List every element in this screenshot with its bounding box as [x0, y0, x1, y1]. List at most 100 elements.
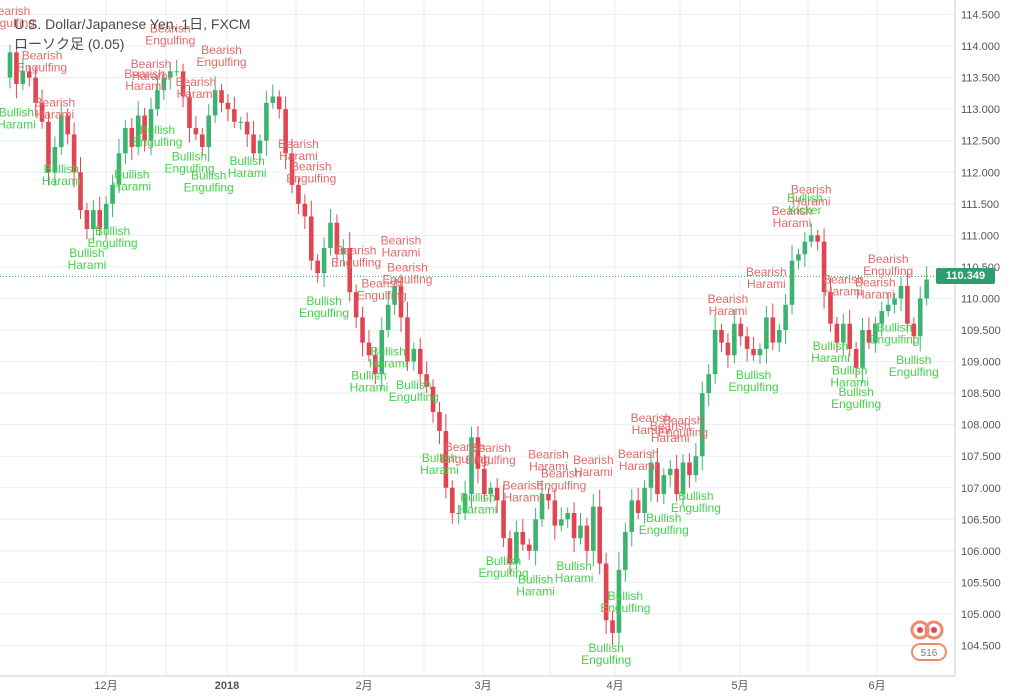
- candle-body: [296, 184, 301, 204]
- candle: [78, 157, 83, 219]
- candle-body: [206, 115, 212, 148]
- pattern-label-line: Bearish: [201, 43, 242, 57]
- pattern-label-line: Bearish: [381, 233, 422, 247]
- pattern-label-line: Bullish: [140, 123, 175, 137]
- candle-body: [424, 374, 429, 387]
- pattern-label: Bearish Harami: [278, 137, 319, 163]
- pattern-label-line: Harami: [792, 194, 831, 208]
- candle-body: [328, 222, 333, 248]
- x-tick-label: 12月: [94, 680, 117, 692]
- pattern-label-line: Bearish: [772, 204, 813, 218]
- candle: [366, 330, 372, 362]
- pattern-label: Bearish Harami: [650, 419, 691, 445]
- candle-body: [276, 96, 282, 110]
- candle: [603, 552, 609, 635]
- candle-body: [648, 462, 654, 488]
- y-tick-label: 114.500: [961, 10, 1000, 22]
- candle: [469, 426, 474, 508]
- pattern-label-line: Bearish: [35, 95, 76, 109]
- candle-body: [469, 437, 474, 495]
- pattern-label-line: Bearish: [855, 276, 896, 290]
- pattern-label: Bullish Harami: [459, 490, 498, 516]
- x-tick-label: 3月: [474, 680, 491, 692]
- candle: [449, 480, 455, 524]
- candle-body: [14, 52, 19, 84]
- candle-body: [437, 412, 442, 431]
- candle-body: [770, 317, 776, 343]
- candle: [26, 65, 32, 87]
- candle: [411, 342, 417, 372]
- candle: [14, 41, 19, 99]
- candle: [289, 138, 295, 194]
- pattern-label-line: Harami: [632, 423, 671, 437]
- pattern-label: Bullish Engulfing: [581, 641, 631, 667]
- candle: [860, 318, 865, 384]
- candle-body: [757, 348, 763, 356]
- candle-body: [706, 374, 711, 394]
- pattern-label-line: Bullish: [556, 559, 591, 573]
- candle: [847, 309, 853, 357]
- candle: [866, 317, 872, 349]
- y-tick-label: 113.500: [961, 73, 1000, 85]
- pattern-label-line: Harami: [228, 166, 267, 180]
- pattern-label-line: Harami: [36, 107, 75, 121]
- pattern-label-line: Engulfing: [184, 181, 234, 195]
- pattern-label-line: Bearish: [631, 411, 672, 425]
- candle: [308, 200, 314, 271]
- candle: [885, 292, 891, 317]
- pattern-label-line: Harami: [68, 258, 107, 272]
- candle: [828, 277, 833, 332]
- pattern-label: Bearish Harami: [618, 447, 659, 473]
- pattern-label: Bearish Harami: [124, 67, 165, 93]
- candle-body: [116, 153, 122, 185]
- pattern-label-line: Bearish: [470, 441, 511, 455]
- candle: [898, 276, 904, 312]
- pattern-label-line: Bearish: [176, 75, 217, 89]
- pattern-labels-layer: BearishEngulfingBullishHaramiBearishEngu…: [0, 4, 939, 667]
- candle: [238, 116, 244, 130]
- pattern-label-line: Bearish: [361, 276, 402, 290]
- pattern-label-line: Bearish: [0, 4, 30, 18]
- chart-subtitle: ローソク足 (0.05): [14, 36, 125, 52]
- candle-body: [494, 487, 500, 501]
- pattern-label-line: Harami: [651, 431, 690, 445]
- candle-body: [78, 172, 83, 211]
- candle: [712, 314, 718, 384]
- candle-body: [366, 342, 372, 356]
- pattern-label: Bullish Harami: [0, 105, 36, 131]
- candle: [488, 482, 494, 503]
- candle-body: [789, 260, 795, 305]
- pattern-label: Bullish Harami: [42, 162, 81, 188]
- candle: [623, 523, 628, 582]
- candle-body: [341, 247, 346, 255]
- pattern-label-line: Bullish: [95, 224, 130, 238]
- candle: [334, 214, 340, 266]
- candle-body: [591, 506, 596, 551]
- candle-body: [398, 285, 404, 318]
- pattern-label-line: Bullish: [396, 378, 431, 392]
- current-price-badge: 110.349: [936, 268, 995, 285]
- candle-body: [52, 147, 58, 173]
- candle-body: [488, 487, 494, 495]
- candle: [667, 459, 673, 488]
- candle: [693, 442, 699, 483]
- candle-body: [674, 468, 679, 495]
- candle: [796, 248, 801, 270]
- candle-body: [892, 298, 897, 305]
- pattern-label-line: Engulfing: [17, 61, 67, 75]
- pattern-label-line: Bearish: [445, 440, 486, 454]
- candle: [244, 112, 250, 148]
- candle: [148, 97, 154, 156]
- candle: [270, 84, 276, 109]
- candle-body: [680, 462, 686, 495]
- candle: [764, 306, 769, 364]
- candle: [225, 94, 231, 122]
- candle: [520, 519, 526, 551]
- pattern-label-line: Harami: [420, 463, 459, 477]
- candle: [328, 208, 333, 256]
- candle: [91, 200, 96, 243]
- candle-body: [526, 544, 532, 551]
- candle-body: [552, 500, 558, 526]
- candle: [757, 343, 763, 365]
